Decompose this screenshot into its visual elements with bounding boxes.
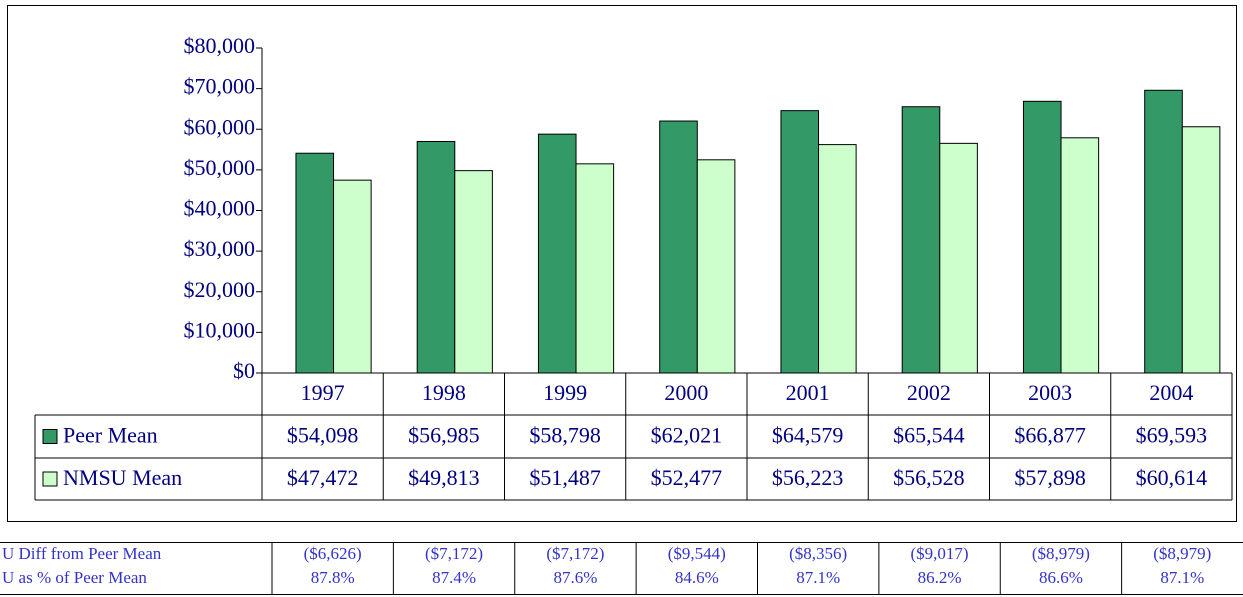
data-label: $54,098: [287, 423, 359, 448]
data-label: $58,798: [529, 423, 601, 448]
data-label: $64,579: [772, 423, 844, 448]
row-label: U as % of Peer Mean: [2, 568, 147, 587]
y-tick-label: $30,000: [184, 236, 256, 261]
legend-key: [42, 429, 58, 444]
table-cell: ($9,017): [911, 544, 969, 563]
y-tick-label: $40,000: [184, 196, 256, 221]
table-cell: 86.2%: [918, 568, 962, 587]
bar: [295, 152, 335, 374]
table-cell: 87.1%: [1160, 568, 1204, 587]
data-label: $47,472: [287, 465, 359, 490]
table-cell: 84.6%: [675, 568, 719, 587]
table-cell: 87.1%: [796, 568, 840, 587]
legend-label: Peer Mean: [63, 423, 158, 448]
bar: [901, 106, 941, 374]
legend-label: NMSU Mean: [63, 465, 182, 490]
bar: [575, 163, 615, 374]
bar: [780, 110, 820, 374]
table-cell: ($8,979): [1032, 544, 1090, 563]
bar: [696, 159, 736, 374]
y-tick-label: $20,000: [184, 277, 256, 302]
y-tick-label: $10,000: [184, 317, 256, 342]
table-cell: ($7,172): [546, 544, 604, 563]
table-cell: 87.6%: [553, 568, 597, 587]
legend-key: [42, 471, 58, 487]
x-tick-label: 2001: [786, 380, 830, 405]
x-tick-label: 1998: [422, 380, 466, 405]
x-tick-label: 1999: [543, 380, 587, 405]
bar: [1022, 100, 1062, 374]
bar: [1144, 89, 1183, 374]
y-tick-label: $70,000: [184, 74, 256, 99]
data-label: $66,877: [1014, 423, 1086, 448]
table-cell: ($8,979): [1153, 544, 1211, 563]
table-cell: 87.4%: [432, 568, 476, 587]
row-label: U Diff from Peer Mean: [2, 544, 162, 563]
table-cell: 87.8%: [311, 568, 355, 587]
data-label: $51,487: [529, 465, 601, 490]
bar: [454, 170, 493, 374]
x-tick-label: 2004: [1149, 380, 1193, 405]
x-tick-label: 2000: [664, 380, 708, 405]
y-tick-label: $80,000: [184, 33, 256, 58]
bar: [939, 142, 978, 374]
bar: [537, 133, 577, 374]
bar: [818, 144, 857, 374]
data-label: $57,898: [1014, 465, 1086, 490]
bar: [1181, 126, 1221, 374]
data-label: $49,813: [408, 465, 480, 490]
bar: [659, 120, 698, 374]
x-tick-label: 1997: [301, 380, 345, 405]
table-cell: 86.6%: [1039, 568, 1083, 587]
bar: [1060, 137, 1100, 374]
data-label: $56,223: [772, 465, 844, 490]
table-cell: ($8,356): [789, 544, 847, 563]
y-tick-label: $50,000: [184, 155, 256, 180]
x-tick-label: 2002: [907, 380, 951, 405]
table-cell: ($6,626): [304, 544, 362, 563]
data-label: $56,528: [893, 465, 965, 490]
data-label: $62,021: [651, 423, 723, 448]
bar: [333, 179, 372, 374]
data-label: $65,544: [893, 423, 965, 448]
data-label: $69,593: [1136, 423, 1208, 448]
y-tick-label: $60,000: [184, 114, 256, 139]
table-cell: ($7,172): [425, 544, 483, 563]
data-label: $52,477: [651, 465, 723, 490]
data-label: $60,614: [1136, 465, 1208, 490]
x-tick-label: 2003: [1028, 380, 1072, 405]
data-label: $56,985: [408, 423, 480, 448]
y-tick-label: $0: [233, 358, 255, 383]
bar: [416, 140, 456, 374]
table-cell: ($9,544): [668, 544, 726, 563]
